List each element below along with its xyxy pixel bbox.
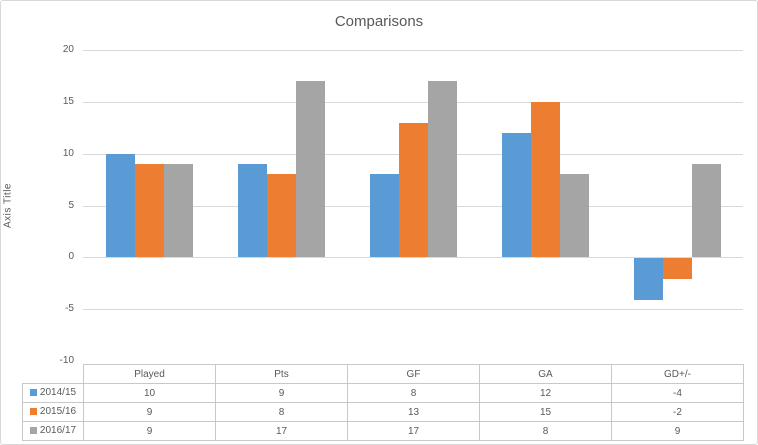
table-value-cell: -2: [611, 402, 744, 422]
legend-cell: 2015/16: [22, 402, 84, 422]
y-tick-label: -5: [65, 303, 74, 315]
legend-cell: 2016/17: [22, 421, 84, 441]
table-value-cell: 9: [83, 402, 216, 422]
table-value-cell: 9: [611, 421, 744, 441]
y-tick-label: 15: [62, 95, 74, 107]
bar-2016-17-Pts: [295, 81, 325, 258]
bar-2014-15-GA: [501, 132, 531, 258]
table-value-cell: 8: [347, 383, 480, 403]
bar-2015-16-Played: [134, 164, 164, 258]
y-axis-title: Axis Title: [2, 183, 14, 229]
bar-2016-17-GD+--: [691, 164, 721, 258]
table-value-cell: 10: [83, 383, 216, 403]
table-row: 2014/15 10 9 8 12 -4: [22, 383, 744, 403]
table-corner-cell: [22, 364, 84, 384]
table-value-cell: -4: [611, 383, 744, 403]
plot-area: [83, 50, 743, 361]
table-header-played: Played: [83, 364, 216, 384]
table-value-cell: 12: [479, 383, 612, 403]
table-value-cell: 17: [347, 421, 480, 441]
gridline: [83, 50, 743, 51]
series-label: 2015/16: [39, 406, 77, 418]
series-label: 2014/15: [39, 387, 77, 399]
bar-2015-16-GD+--: [662, 258, 692, 280]
table-row: 2015/16 9 8 13 15 -2: [22, 402, 744, 422]
table-value-cell: 9: [83, 421, 216, 441]
legend-key-icon: [29, 389, 37, 397]
table-value-cell: 8: [215, 402, 348, 422]
table-row: 2016/17 9 17 17 8 9: [22, 421, 744, 441]
table-value-cell: 13: [347, 402, 480, 422]
table-header-pts: Pts: [215, 364, 348, 384]
legend-cell: 2014/15: [22, 383, 84, 403]
bar-2014-15-Played: [105, 153, 135, 258]
y-tick-label: 0: [68, 251, 74, 263]
gridline: [83, 309, 743, 311]
table-value-cell: 9: [215, 383, 348, 403]
table-value-cell: 8: [479, 421, 612, 441]
chart-data-table: Played Pts GF GA GD+/- 2014/15 10 9 8 12 -4 2015/1…: [22, 364, 744, 441]
bar-2016-17-Played: [163, 164, 193, 258]
y-tick-label: 20: [62, 44, 74, 55]
bar-2014-15-GF: [369, 174, 399, 258]
chart-title: Comparisons: [334, 13, 424, 30]
y-tick-label: 10: [62, 147, 74, 159]
series-label: 2016/17: [39, 425, 77, 437]
bar-2015-16-Pts: [266, 174, 296, 258]
bar-2016-17-GA: [559, 174, 589, 258]
bar-2014-15-Pts: [237, 164, 267, 258]
legend-key-icon: [29, 408, 37, 416]
gridline: [83, 101, 743, 103]
gridline: [83, 257, 743, 259]
table-value-cell: 17: [215, 421, 348, 441]
bar-2016-17-GF: [427, 81, 457, 258]
bar-2015-16-GF: [398, 122, 428, 258]
table-header-ga: GA: [479, 364, 612, 384]
legend-key-icon: [29, 427, 37, 435]
bar-2015-16-GA: [530, 101, 560, 258]
y-tick-label: 5: [68, 199, 74, 211]
table-header-gd: GD+/-: [611, 364, 744, 384]
table-value-cell: 15: [479, 402, 612, 422]
y-tick-label: -10: [59, 355, 74, 366]
bar-2014-15-GD+--: [633, 258, 663, 300]
table-header-gf: GF: [347, 364, 480, 384]
